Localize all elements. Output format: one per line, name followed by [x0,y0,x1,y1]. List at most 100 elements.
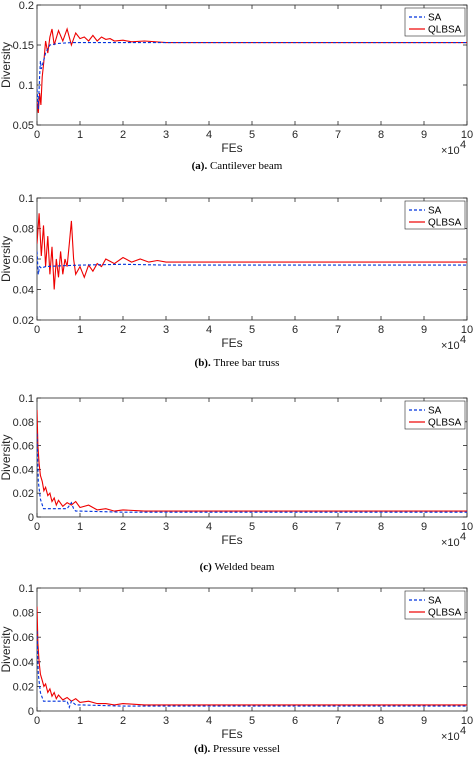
y-tick-label: 0 [28,706,34,718]
x-multiplier: ×10 [441,731,460,743]
x-tick-label: 6 [292,521,298,533]
x-tick-label: 1 [77,521,83,533]
x-tick-label: 7 [335,324,341,336]
y-tick-label: 0.02 [13,681,34,693]
x-tick-label: 8 [378,521,384,533]
x-tick-label: 1 [77,715,83,727]
y-tick-label: 0.08 [13,417,34,429]
x-multiplier: ×10 [441,145,460,157]
series-line-qlbsa [37,213,467,290]
x-tick-label: 2 [120,324,126,336]
plot-area [36,4,468,126]
legend-label-qlbsa: QLBSA [428,608,462,619]
x-tick-label: 9 [421,521,427,533]
x-tick-label: 1 [77,324,83,336]
x-tick-label: 5 [249,324,255,336]
y-tick-label: 0.02 [13,488,34,500]
legend-label-qlbsa: QLBSA [428,218,462,229]
y-tick-label: 0.15 [13,40,34,52]
x-axis-label: FEs [221,727,242,741]
series-line-qlbsa [37,606,467,706]
caption-label: (d). [194,743,213,755]
y-axis-label: Diversity [0,434,13,480]
legend-label-sa: SA [428,206,442,217]
x-tick-label: 4 [206,715,212,727]
x-tick-label: 0 [34,324,40,336]
x-multiplier-exponent: 4 [460,334,466,346]
y-tick-label: 0.04 [13,464,34,476]
x-tick-label: 0 [34,715,40,727]
x-tick-label: 3 [163,129,169,141]
caption-text: Three bar truss [213,357,279,369]
legend-label-sa: SA [428,596,442,607]
x-tick-label: 8 [378,715,384,727]
x-tick-label: 2 [120,715,126,727]
y-tick-label: 0.04 [13,657,34,669]
x-tick-label: 10 [461,324,473,336]
x-tick-label: 10 [461,521,473,533]
legend-box [404,590,466,620]
y-tick-label: 0.1 [19,193,34,205]
y-tick-label: 0.08 [13,224,34,236]
y-tick-label: 0.02 [13,315,34,327]
x-multiplier-exponent: 4 [460,725,466,737]
x-multiplier: ×10 [441,340,460,352]
x-tick-label: 6 [292,715,298,727]
y-axis-label: Diversity [0,42,13,88]
x-multiplier-exponent: 4 [460,139,466,151]
y-axis-label: Diversity [0,236,13,282]
x-multiplier: ×10 [441,537,460,549]
y-tick-label: 0 [28,512,34,524]
legend-box [404,400,466,430]
y-tick-label: 0.1 [19,80,34,92]
x-tick-label: 10 [461,129,473,141]
y-tick-label: 0.1 [19,583,34,595]
y-tick-label: 0.05 [13,120,34,132]
x-axis-label: FEs [221,141,242,155]
x-tick-label: 2 [120,129,126,141]
caption-label: (b). [195,357,214,369]
y-tick-label: 0.1 [19,393,34,405]
x-tick-label: 3 [163,715,169,727]
caption-text: Welded beam [215,561,275,573]
caption-label: (c) [200,561,215,573]
x-tick-label: 5 [249,521,255,533]
x-tick-label: 4 [206,324,212,336]
series-line-sa [37,433,467,513]
x-tick-label: 9 [421,715,427,727]
x-tick-label: 6 [292,129,298,141]
x-tick-label: 10 [461,715,473,727]
legend-label-sa: SA [428,406,442,417]
x-tick-label: 0 [34,129,40,141]
caption-text: Cantilever beam [210,160,283,172]
x-tick-label: 7 [335,715,341,727]
figure-caption: (a). Cantilever beam [192,160,283,172]
x-tick-label: 6 [292,324,298,336]
x-axis-label: FEs [221,336,242,350]
x-tick-label: 1 [77,129,83,141]
series-line-qlbsa [37,409,467,512]
y-axis-label: Diversity [0,626,13,672]
x-tick-label: 3 [163,521,169,533]
x-axis-label: FEs [221,533,242,547]
x-tick-label: 0 [34,521,40,533]
series-line-sa [37,251,467,275]
x-tick-label: 2 [120,521,126,533]
y-tick-label: 0.04 [13,285,34,297]
plot-area [36,197,468,321]
figure-caption: (c) Welded beam [200,561,275,573]
series-line-sa [37,42,467,110]
y-tick-label: 0.06 [13,254,34,266]
series-line-sa [37,630,467,709]
plot-area [36,587,468,712]
legend-label-sa: SA [428,13,442,24]
x-tick-label: 7 [335,129,341,141]
caption-text: Pressure vessel [213,743,280,755]
x-tick-label: 8 [378,324,384,336]
